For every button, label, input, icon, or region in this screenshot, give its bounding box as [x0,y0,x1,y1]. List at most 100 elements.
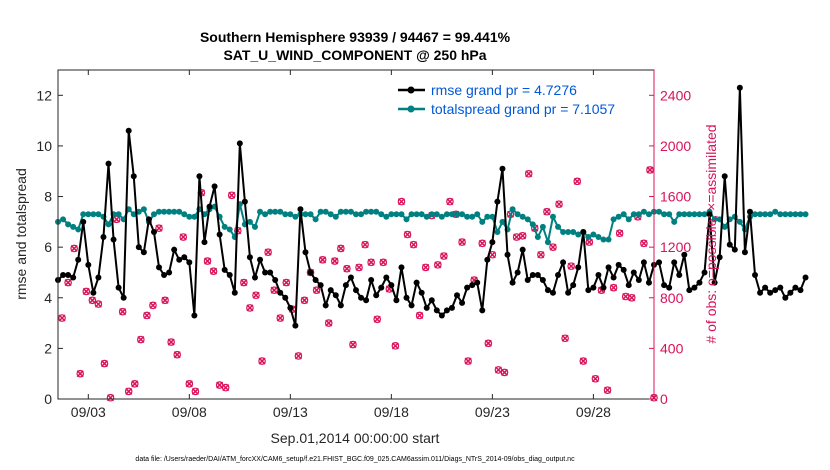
obs-assimilated-point [119,308,127,316]
obs-assimilated-point [270,286,278,294]
totalspread-point [544,239,551,246]
obs-possible-point [409,240,418,249]
rmse-point [413,279,420,286]
rmse-point [90,289,97,296]
rmse-point [620,266,627,273]
obs-possible-point [518,231,527,240]
rmse-point [347,274,354,281]
rmse-point [544,287,551,294]
rmse-point [216,231,223,238]
totalspread-point [246,218,253,225]
totalspread-point [90,211,97,218]
obs-marker [94,300,103,308]
obs-assimilated-point [640,239,648,247]
obs-possible-point [549,243,557,251]
rmse-point [736,84,743,91]
totalspread-point [565,228,572,235]
rmse-point [257,256,264,263]
obs-assimilated-point [422,263,430,271]
obs-marker [591,374,600,383]
rmse-point [241,198,248,205]
totalspread-point [85,211,92,218]
totalspread-point [524,216,531,223]
obs-assimilated-point [106,394,115,402]
obs-possible-point [324,319,333,327]
obs-marker [88,296,97,305]
rmse-point [75,256,82,263]
obs-possible-point [484,339,493,348]
totalspread-point [105,221,112,228]
rmse-point [549,289,556,296]
x-tick-label: 09/18 [374,404,409,420]
totalspread-point [383,213,390,220]
obs-assimilated-point [464,357,472,365]
legend-spread-marker [407,105,415,113]
rmse-point [282,294,289,301]
obs-marker [512,233,521,241]
totalspread-point [666,211,673,218]
totalspread-point [267,208,274,215]
rmse-point [787,289,794,296]
obs-possible-point [76,369,85,378]
obs-possible-point [403,230,412,239]
rmse-point [454,292,461,299]
totalspread-point [186,213,193,220]
chart-title-line1: Southern Hemisphere 93939 / 94467 = 99.4… [200,29,511,45]
obs-marker [179,233,188,241]
rmse-point [600,284,607,291]
totalspread-point [802,211,809,218]
y-left-tick-label: 0 [44,391,52,407]
y-right-tick-label: 1600 [660,189,691,205]
y-right-tick-label: 800 [660,290,684,306]
obs-assimilated-point [549,243,557,251]
obs-marker [434,261,442,269]
totalspread-point [80,211,87,218]
totalspread-point [347,208,354,215]
obs-marker [246,304,254,312]
obs-marker [76,369,85,378]
obs-possible-point [603,386,612,394]
obs-marker [567,262,575,270]
obs-marker [549,243,557,251]
rmse-point [741,249,748,256]
totalspread-point [368,208,375,215]
totalspread-point [656,208,663,215]
obs-marker [167,338,175,346]
rmse-point [555,271,562,278]
rmse-point [762,284,769,291]
rmse-point [95,274,102,281]
rmse-point [176,256,183,263]
obs-assimilated-point [561,334,569,342]
totalspread-point [423,213,430,220]
legend: rmse grand pr = 4.7276 totalspread grand… [398,82,615,117]
obs-possible-point [246,304,254,312]
totalspread-point [620,211,627,218]
obs-possible-point [397,197,406,206]
totalspread-point [403,216,410,223]
totalspread-point [534,234,541,241]
obs-marker [349,340,357,349]
obs-assimilated-point [246,304,254,312]
rmse-point [438,312,445,319]
totalspread-point [332,213,339,220]
obs-assimilated-point [622,292,630,301]
rmse-point [686,287,693,294]
obs-possible-point [464,357,472,365]
obs-marker [367,258,375,267]
obs-marker [440,252,448,260]
rmse-point [221,266,228,273]
totalspread-point [676,211,683,218]
obs-assimilated-point [161,296,169,304]
rmse-point [782,294,789,301]
obs-marker [203,257,212,265]
totalspread-point [797,211,804,218]
totalspread-point [615,213,622,220]
rmse-point [494,198,501,205]
obs-possible-point [434,261,442,269]
rmse-point [393,297,400,304]
rmse-point [635,277,642,284]
rmse-point [125,127,132,134]
rmse-point [529,271,536,278]
obs-marker [252,291,260,300]
rmse-point [661,282,668,289]
